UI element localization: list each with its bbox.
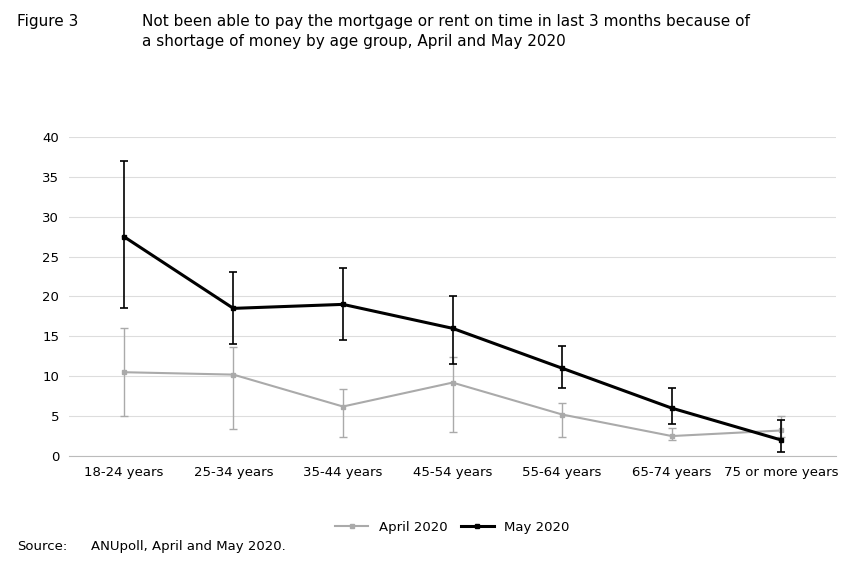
- Text: ANUpoll, April and May 2020.: ANUpoll, April and May 2020.: [90, 540, 285, 553]
- Legend: April 2020, May 2020: April 2020, May 2020: [330, 515, 574, 539]
- Text: Figure 3: Figure 3: [17, 14, 78, 29]
- Text: Not been able to pay the mortgage or rent on time in last 3 months because of: Not been able to pay the mortgage or ren…: [142, 14, 749, 29]
- Text: a shortage of money by age group, April and May 2020: a shortage of money by age group, April …: [142, 34, 566, 49]
- Text: Source:: Source:: [17, 540, 67, 553]
